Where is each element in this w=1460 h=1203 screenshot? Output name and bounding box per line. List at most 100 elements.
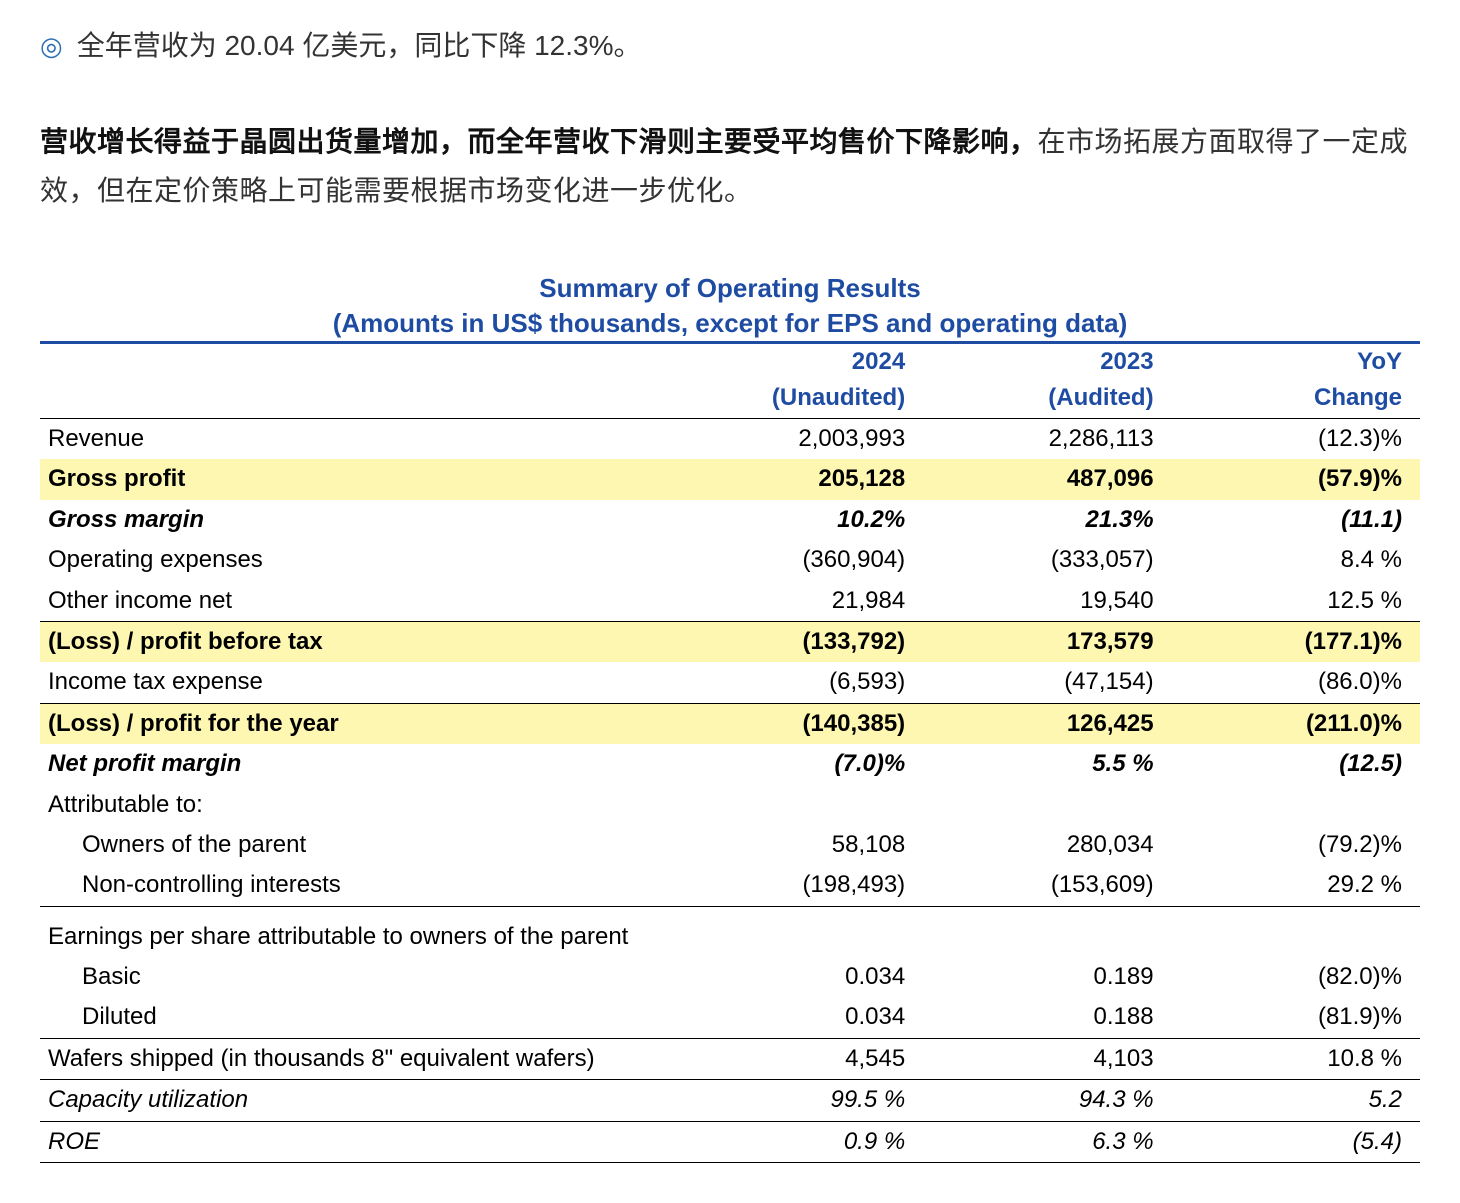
row-gross-margin: Gross margin 10.2% 21.3% (11.1)	[40, 500, 1420, 540]
row-roe: ROE 0.9 % 6.3 % (5.4)	[40, 1121, 1420, 1162]
summary-bold: 营收增长得益于晶圆出货量增加，而全年营收下滑则主要受平均售价下降影响，	[40, 126, 1038, 157]
cell-v1: (133,792)	[675, 621, 923, 662]
cell-v1: (140,385)	[675, 703, 923, 744]
bullet-text: 全年营收为 20.04 亿美元，同比下降 12.3%。	[77, 24, 642, 69]
cell-chg: 8.4 %	[1172, 540, 1420, 580]
cell-v1: 58,108	[675, 825, 923, 865]
row-tax: Income tax expense (6,593) (47,154) (86.…	[40, 662, 1420, 703]
cell-label: Gross profit	[40, 459, 675, 499]
row-net-margin: Net profit margin (7.0)% 5.5 % (12.5)	[40, 744, 1420, 784]
cell-label: Non-controlling interests	[40, 865, 675, 906]
cell-chg: (86.0)%	[1172, 662, 1420, 703]
operating-results-table-wrap: Summary of Operating Results (Amounts in…	[40, 271, 1420, 1163]
cell-chg: (5.4)	[1172, 1121, 1420, 1162]
cell-v1: 10.2%	[675, 500, 923, 540]
summary-paragraph: 营收增长得益于晶圆出货量增加，而全年营收下滑则主要受平均售价下降影响，在市场拓展…	[40, 117, 1420, 215]
row-owners: Owners of the parent 58,108 280,034 (79.…	[40, 825, 1420, 865]
row-eps-header: Earnings per share attributable to owner…	[40, 906, 1420, 957]
cell-chg: (12.5)	[1172, 744, 1420, 784]
cell-label: Basic	[40, 957, 675, 997]
row-revenue: Revenue 2,003,993 2,286,113 (12.3)%	[40, 418, 1420, 459]
cell-v2: 0.189	[923, 957, 1171, 997]
cell-v2: 19,540	[923, 581, 1171, 622]
cell-v2: 4,103	[923, 1038, 1171, 1079]
cell-label: Wafers shipped (in thousands 8" equivale…	[40, 1038, 675, 1079]
page: ◎ 全年营收为 20.04 亿美元，同比下降 12.3%。 营收增长得益于晶圆出…	[0, 0, 1460, 1203]
th-2023: 2023	[923, 342, 1171, 380]
table-title: Summary of Operating Results (Amounts in…	[40, 271, 1420, 341]
th-blank2	[40, 380, 675, 419]
cell-label: Other income net	[40, 581, 675, 622]
cell-chg: 29.2 %	[1172, 865, 1420, 906]
row-net-profit: (Loss) / profit for the year (140,385) 1…	[40, 703, 1420, 744]
cell-label: Diluted	[40, 997, 675, 1038]
cell-v1: 99.5 %	[675, 1080, 923, 1121]
cell-v2: 21.3%	[923, 500, 1171, 540]
cell-v2: 6.3 %	[923, 1121, 1171, 1162]
cell-v2: 0.188	[923, 997, 1171, 1038]
cell-chg: (211.0)%	[1172, 703, 1420, 744]
cell-label: Revenue	[40, 418, 675, 459]
cell-chg: (11.1)	[1172, 500, 1420, 540]
row-gross-profit: Gross profit 205,128 487,096 (57.9)%	[40, 459, 1420, 499]
cell-v1: 0.034	[675, 957, 923, 997]
bullet-line: ◎ 全年营收为 20.04 亿美元，同比下降 12.3%。	[40, 24, 1420, 69]
row-eps-basic: Basic 0.034 0.189 (82.0)%	[40, 957, 1420, 997]
cell-chg: (81.9)%	[1172, 997, 1420, 1038]
cell-label: Income tax expense	[40, 662, 675, 703]
cell-label: Earnings per share attributable to owner…	[40, 906, 675, 957]
cell-chg: 10.8 %	[1172, 1038, 1420, 1079]
cell-chg: 5.2	[1172, 1080, 1420, 1121]
bullet-icon: ◎	[40, 26, 63, 68]
row-other-income: Other income net 21,984 19,540 12.5 %	[40, 581, 1420, 622]
cell-label: Gross margin	[40, 500, 675, 540]
cell-v2: 173,579	[923, 621, 1171, 662]
cell-v2: 5.5 %	[923, 744, 1171, 784]
cell-v2: (47,154)	[923, 662, 1171, 703]
cell-label: Owners of the parent	[40, 825, 675, 865]
cell-v2: 94.3 %	[923, 1080, 1171, 1121]
operating-results-table: 2024 2023 YoY (Unaudited) (Audited) Chan…	[40, 341, 1420, 1163]
cell-v1: 0.034	[675, 997, 923, 1038]
cell-v1: 21,984	[675, 581, 923, 622]
cell-label: (Loss) / profit before tax	[40, 621, 675, 662]
cell-v1: (6,593)	[675, 662, 923, 703]
table-title-line2: (Amounts in US$ thousands, except for EP…	[40, 306, 1420, 341]
table-title-line1: Summary of Operating Results	[40, 271, 1420, 306]
cell-label: Operating expenses	[40, 540, 675, 580]
cell-chg: (57.9)%	[1172, 459, 1420, 499]
cell-v2: 126,425	[923, 703, 1171, 744]
cell-label: Capacity utilization	[40, 1080, 675, 1121]
cell-v1: 205,128	[675, 459, 923, 499]
row-nci: Non-controlling interests (198,493) (153…	[40, 865, 1420, 906]
cell-v1: (7.0)%	[675, 744, 923, 784]
cell-v1: (198,493)	[675, 865, 923, 906]
row-opex: Operating expenses (360,904) (333,057) 8…	[40, 540, 1420, 580]
cell-chg: (82.0)%	[1172, 957, 1420, 997]
cell-v2	[923, 906, 1171, 957]
cell-chg	[1172, 785, 1420, 825]
row-profit-before-tax: (Loss) / profit before tax (133,792) 173…	[40, 621, 1420, 662]
cell-v1: (360,904)	[675, 540, 923, 580]
table-header-row-1: 2024 2023 YoY	[40, 342, 1420, 380]
th-unaudited: (Unaudited)	[675, 380, 923, 419]
cell-chg: (177.1)%	[1172, 621, 1420, 662]
th-yoy: YoY	[1172, 342, 1420, 380]
row-eps-diluted: Diluted 0.034 0.188 (81.9)%	[40, 997, 1420, 1038]
th-change: Change	[1172, 380, 1420, 419]
cell-v2: (333,057)	[923, 540, 1171, 580]
cell-label: Net profit margin	[40, 744, 675, 784]
cell-v1: 4,545	[675, 1038, 923, 1079]
cell-label: (Loss) / profit for the year	[40, 703, 675, 744]
cell-label: Attributable to:	[40, 785, 675, 825]
cell-v2	[923, 785, 1171, 825]
th-audited: (Audited)	[923, 380, 1171, 419]
th-2024: 2024	[675, 342, 923, 380]
cell-chg: (12.3)%	[1172, 418, 1420, 459]
row-wafers: Wafers shipped (in thousands 8" equivale…	[40, 1038, 1420, 1079]
table-header-row-2: (Unaudited) (Audited) Change	[40, 380, 1420, 419]
cell-v2: 2,286,113	[923, 418, 1171, 459]
cell-v2: (153,609)	[923, 865, 1171, 906]
cell-chg: (79.2)%	[1172, 825, 1420, 865]
cell-chg: 12.5 %	[1172, 581, 1420, 622]
